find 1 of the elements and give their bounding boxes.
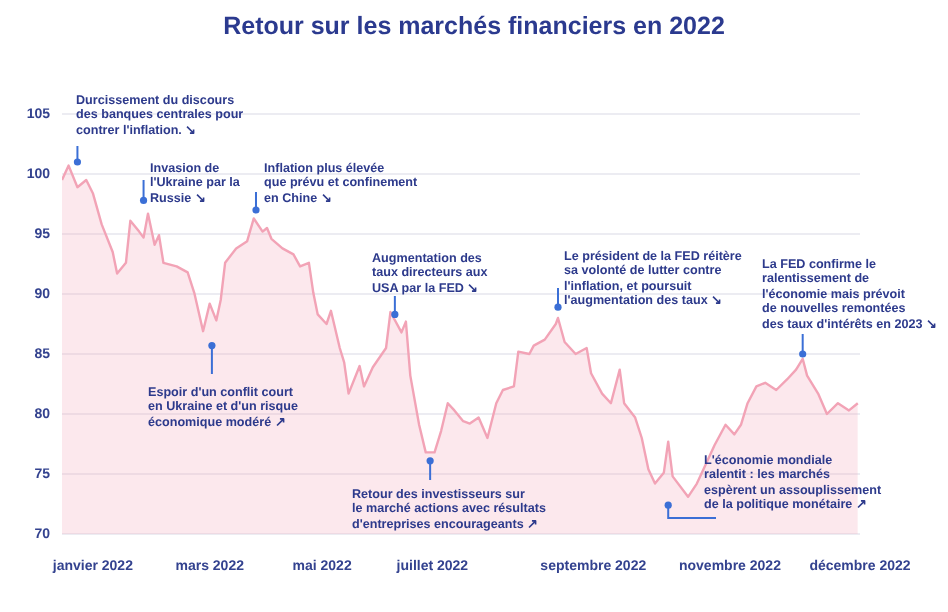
- chart-title: Retour sur les marchés financiers en 2022: [221, 12, 727, 40]
